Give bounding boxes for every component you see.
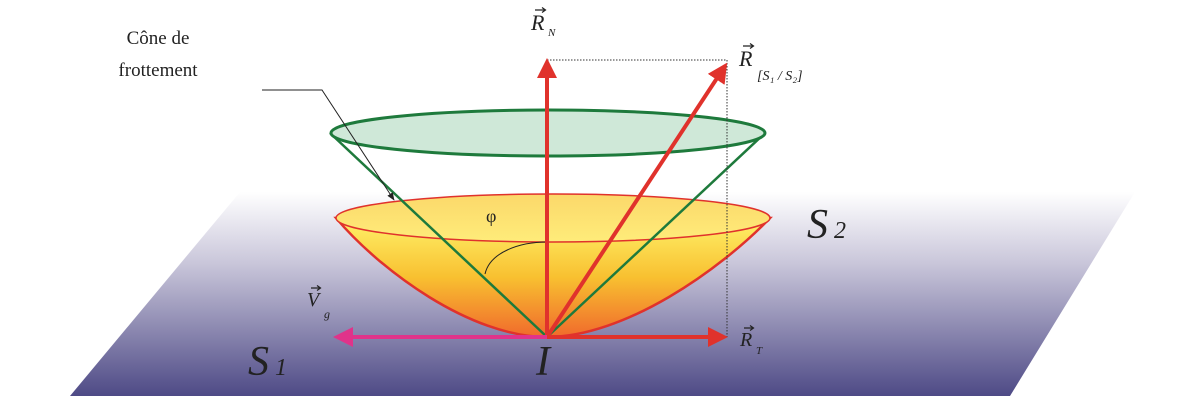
normal-force-subscript: N: [547, 27, 556, 39]
cone-label-line1: Cône de: [127, 28, 190, 49]
velocity-symbol: V: [307, 289, 322, 311]
angle-arc: [484, 241, 548, 275]
normal-force-label: R N: [530, 7, 556, 39]
vector-arrow-icon: [744, 325, 755, 331]
vector-arrow-icon: [743, 43, 755, 49]
vector-arrow-icon: [535, 7, 547, 13]
vector-arrow-icon: [311, 285, 322, 291]
solid-1-symbol: S: [248, 339, 269, 385]
cone-edge-left: [329, 132, 548, 338]
tangential-force-subscript: T: [756, 345, 763, 357]
solid-1-subscript: 1: [275, 355, 287, 381]
tangential-force-symbol: R: [739, 329, 752, 351]
cone-label-leader: [262, 89, 395, 201]
tangential-force-label: R T: [739, 325, 763, 357]
cone-label-line2: frottement: [118, 60, 198, 81]
angle-label: φ: [486, 206, 496, 226]
resultant-force-arrow: [545, 62, 728, 339]
solid-2-subscript: 2: [834, 218, 846, 244]
resultant-force-symbol: R: [738, 46, 753, 71]
resultant-force-subscript: [S₁ / S₂]: [757, 69, 803, 84]
velocity-subscript: g: [324, 307, 330, 321]
velocity-label: V g: [307, 285, 330, 321]
solid-2-label: S 2: [807, 202, 846, 248]
cone-edge-right: [546, 132, 766, 338]
normal-force-symbol: R: [530, 10, 545, 35]
solid-2-symbol: S: [807, 202, 828, 248]
solid-1-label: S 1: [248, 339, 287, 385]
construction-lines: [547, 59, 728, 337]
contact-point-label: I: [535, 339, 552, 385]
resultant-force-label: R [S₁ / S₂]: [738, 43, 803, 84]
